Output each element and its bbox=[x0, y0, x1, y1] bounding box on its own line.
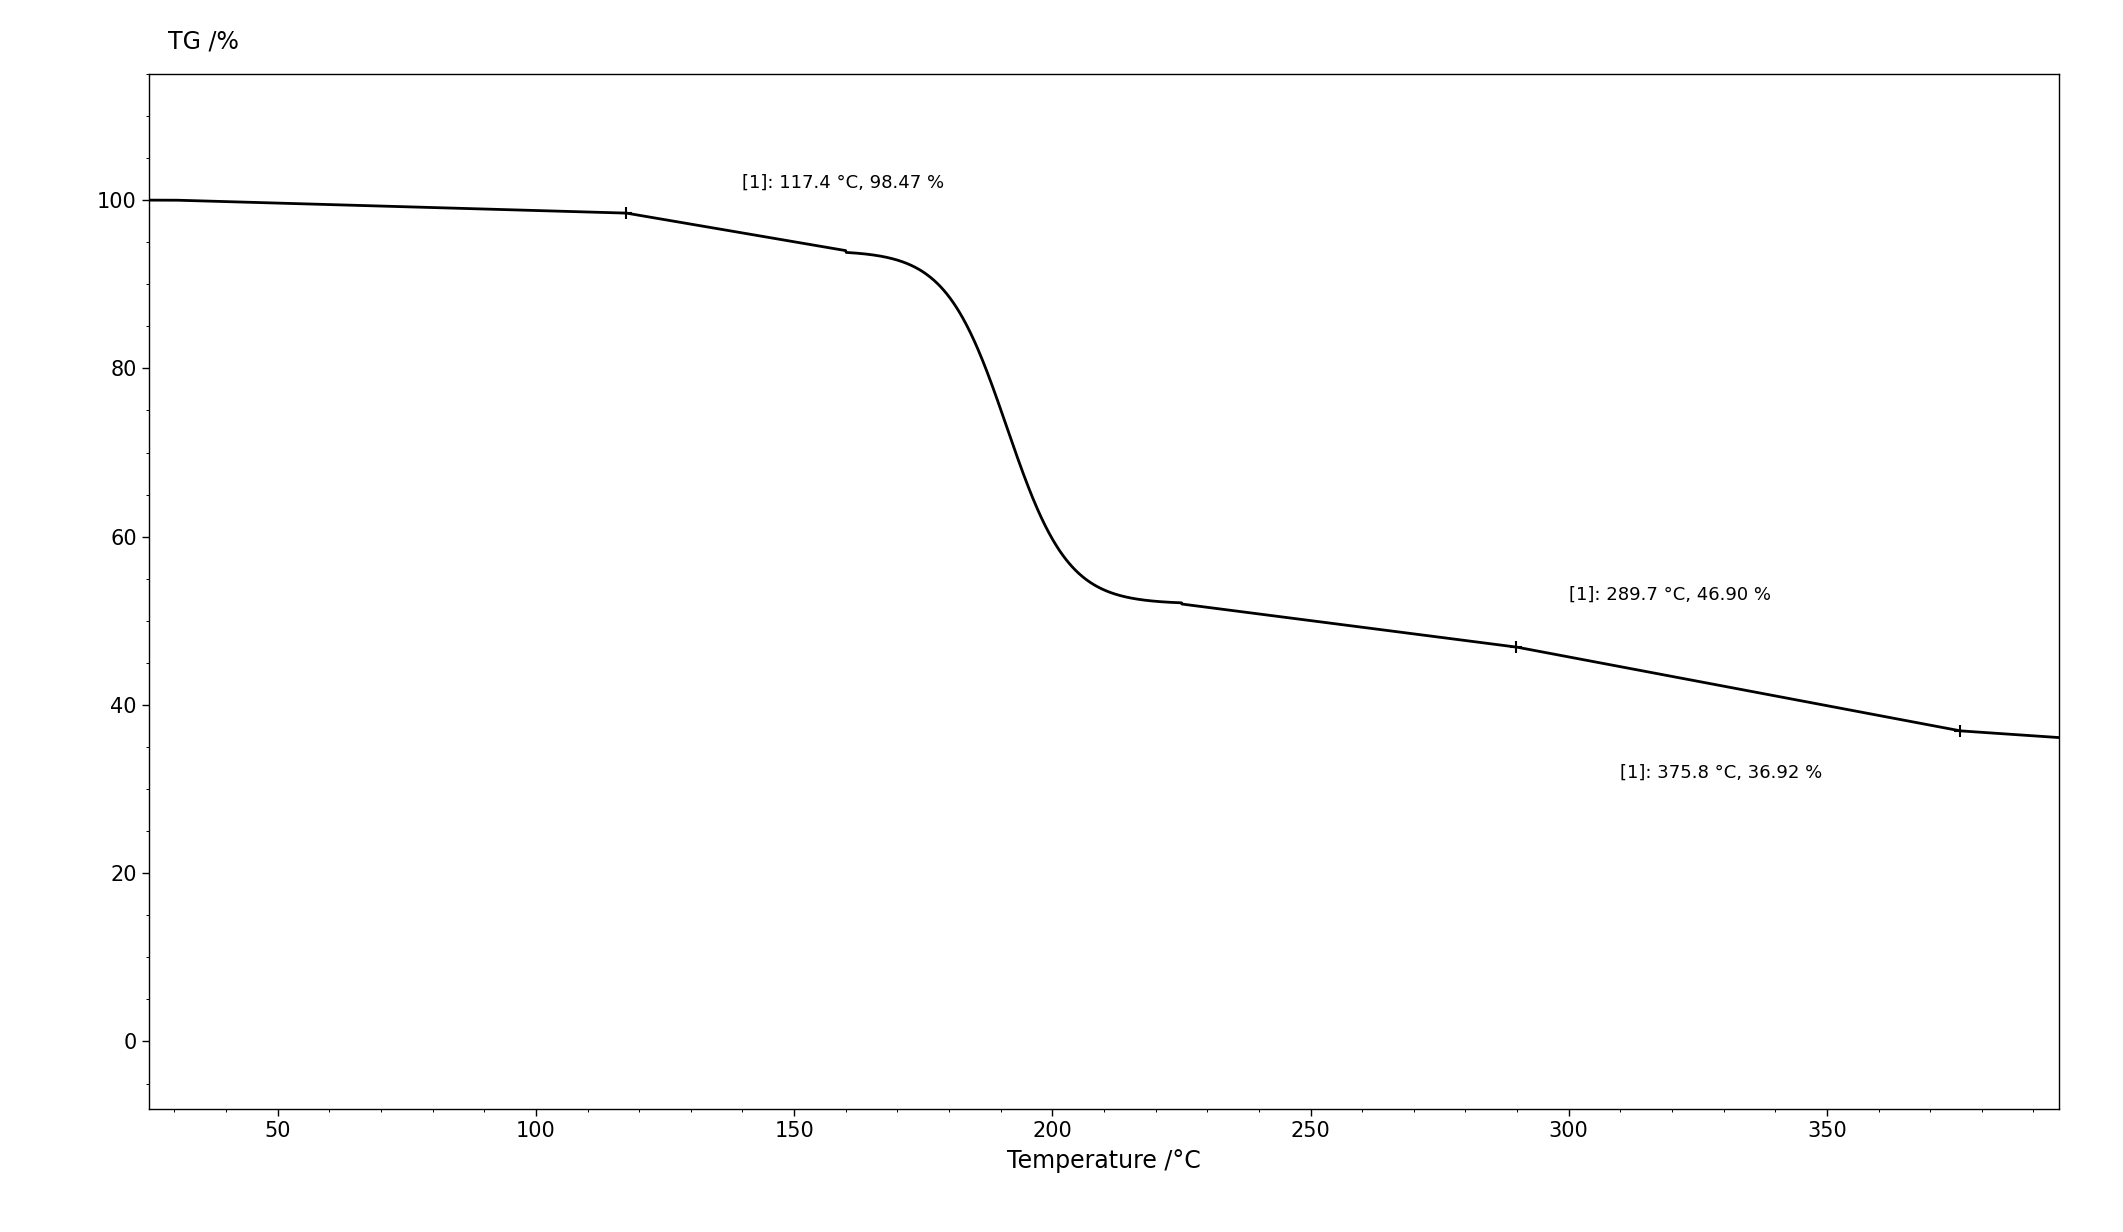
Text: [1]: 289.7 °C, 46.90 %: [1]: 289.7 °C, 46.90 % bbox=[1569, 586, 1771, 604]
Text: [1]: 117.4 °C, 98.47 %: [1]: 117.4 °C, 98.47 % bbox=[743, 174, 945, 192]
Text: [1]: 375.8 °C, 36.92 %: [1]: 375.8 °C, 36.92 % bbox=[1620, 764, 1824, 782]
Text: TG /%: TG /% bbox=[168, 30, 238, 53]
X-axis label: Temperature /°C: Temperature /°C bbox=[1006, 1149, 1202, 1173]
